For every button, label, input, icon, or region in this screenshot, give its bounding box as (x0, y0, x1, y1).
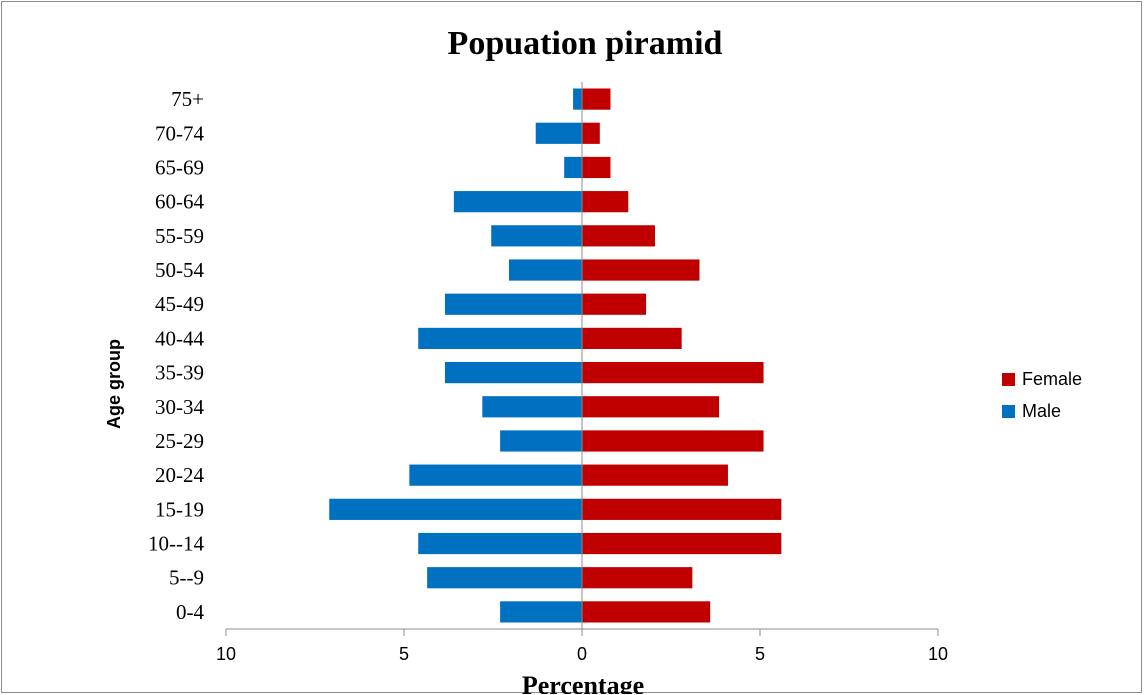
x-axis-title: Percentage (522, 671, 644, 694)
y-tick-label: 60-64 (155, 190, 204, 214)
bar-male-60-64 (453, 191, 582, 213)
bars-layer (329, 88, 782, 623)
bar-male-20-24 (409, 464, 582, 486)
bar-female-60-64 (582, 191, 629, 213)
bar-male-45-49 (444, 293, 582, 315)
y-tick-label: 50-54 (155, 258, 204, 282)
bar-female-15-19 (582, 498, 782, 520)
bar-female-70-74 (582, 122, 600, 144)
bar-male-65-69 (564, 156, 582, 179)
legend-label-male: Male (1022, 401, 1061, 421)
legend-swatch-female (1002, 373, 1015, 386)
bar-female-35-39 (582, 361, 764, 384)
bar-male-0-4 (500, 601, 582, 623)
y-tick-label: 35-39 (155, 361, 204, 385)
bar-male-70-74 (535, 122, 582, 144)
bar-female-5--9 (582, 567, 693, 589)
bar-female-75+ (582, 88, 611, 110)
y-tick-label: 15-19 (155, 497, 204, 521)
bar-male-5--9 (427, 567, 582, 589)
y-tick-label: 25-29 (155, 429, 204, 453)
bar-male-40-44 (418, 327, 582, 350)
bar-male-15-19 (329, 498, 582, 520)
x-tick-label: 10 (216, 644, 236, 664)
y-tick-label: 70-74 (155, 121, 204, 145)
x-tick-label: 5 (755, 644, 765, 664)
y-tick-label: 10--14 (148, 532, 204, 556)
y-tick-label: 30-34 (155, 395, 204, 419)
x-tick-label: 5 (399, 644, 409, 664)
bar-male-35-39 (444, 361, 582, 384)
bar-female-20-24 (582, 464, 728, 486)
chart-title: Popuation piramid (448, 25, 723, 62)
y-axis-title: Age group (104, 339, 124, 429)
bar-female-10--14 (582, 532, 782, 555)
bar-female-0-4 (582, 601, 711, 623)
y-tick-label: 45-49 (155, 292, 204, 316)
y-tick-label: 55-59 (155, 224, 204, 248)
y-tick-label: 20-24 (155, 463, 204, 487)
axes-layer: 0-4 5--9 10--14 15-19 20-24 25-29 30-34 35-39 40… (148, 82, 948, 664)
bar-female-55-59 (582, 225, 655, 247)
bar-male-25-29 (500, 430, 582, 452)
bar-female-25-29 (582, 430, 764, 452)
y-tick-label: 40-44 (155, 326, 204, 350)
bar-male-50-54 (509, 259, 582, 281)
bar-female-45-49 (582, 293, 647, 315)
x-tick-label: 0 (577, 644, 587, 664)
y-tick-label: 65-69 (155, 155, 204, 179)
bar-female-65-69 (582, 156, 611, 179)
bar-male-10--14 (418, 532, 582, 555)
legend-swatch-male (1002, 405, 1015, 418)
legend: Female Male (1002, 369, 1082, 421)
x-tick-label: 10 (928, 644, 948, 664)
bar-male-30-34 (482, 396, 582, 418)
bar-female-30-34 (582, 396, 720, 418)
bar-female-50-54 (582, 259, 700, 281)
bar-female-40-44 (582, 327, 682, 350)
legend-label-female: Female (1022, 369, 1082, 389)
y-tick-label: 75+ (171, 87, 204, 111)
y-tick-label: 0-4 (176, 600, 204, 624)
bar-male-55-59 (491, 225, 582, 247)
bar-male-75+ (573, 88, 582, 110)
y-tick-label: 5--9 (169, 566, 204, 590)
